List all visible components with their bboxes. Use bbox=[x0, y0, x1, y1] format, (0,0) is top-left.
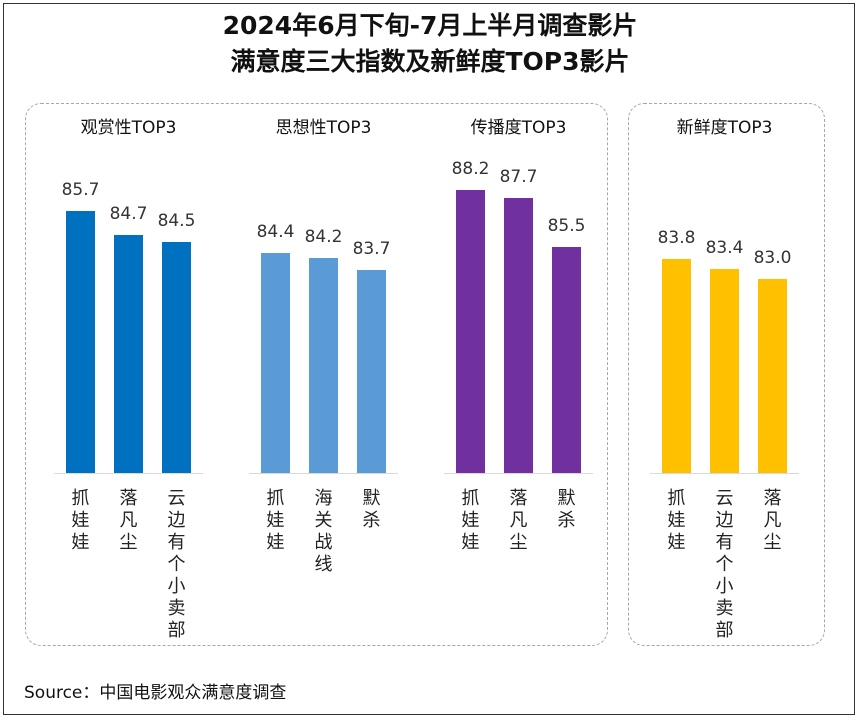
category-label: 凡 bbox=[764, 510, 782, 531]
category-label: 娃 bbox=[267, 532, 285, 553]
category-label: 抓 bbox=[267, 488, 285, 509]
category-label: 线 bbox=[315, 554, 333, 575]
bar bbox=[456, 190, 485, 473]
category-label: 娃 bbox=[462, 532, 480, 553]
category-label: 小 bbox=[716, 576, 734, 597]
category-label: 关 bbox=[315, 510, 333, 531]
panel-title: 思想性TOP3 bbox=[276, 118, 372, 138]
figure-frame bbox=[3, 3, 855, 715]
data-label: 83.8 bbox=[658, 228, 696, 248]
category-label: 抓 bbox=[462, 488, 480, 509]
bar bbox=[162, 242, 191, 473]
category-label: 云 bbox=[716, 488, 734, 509]
panel-title: 新鲜度TOP3 bbox=[677, 118, 773, 138]
category-label: 默 bbox=[363, 488, 381, 509]
bar bbox=[261, 253, 290, 473]
category-label: 凡 bbox=[120, 510, 138, 531]
category-label: 边 bbox=[168, 510, 186, 531]
data-label: 83.0 bbox=[754, 248, 792, 268]
bar bbox=[357, 270, 386, 473]
category-label: 娃 bbox=[267, 510, 285, 531]
bar bbox=[309, 258, 338, 473]
category-label: 凡 bbox=[510, 510, 528, 531]
bar bbox=[114, 235, 143, 473]
category-label: 默 bbox=[558, 488, 576, 509]
bar bbox=[504, 198, 533, 473]
chart-title-line2: 满意度三大指数及新鲜度TOP3影片 bbox=[230, 47, 630, 76]
category-label: 部 bbox=[168, 620, 186, 641]
data-label: 88.2 bbox=[452, 159, 490, 179]
data-label: 84.2 bbox=[305, 227, 343, 247]
category-label: 个 bbox=[168, 554, 186, 575]
category-label: 杀 bbox=[558, 510, 576, 531]
bar bbox=[662, 259, 691, 473]
freshness-group-box bbox=[628, 103, 825, 646]
category-label: 娃 bbox=[72, 532, 90, 553]
category-label: 抓 bbox=[72, 488, 90, 509]
category-label: 娃 bbox=[72, 510, 90, 531]
data-label: 84.5 bbox=[158, 211, 196, 231]
category-label: 尘 bbox=[120, 532, 138, 553]
category-label: 小 bbox=[168, 576, 186, 597]
category-label: 云 bbox=[168, 488, 186, 509]
category-label: 尘 bbox=[764, 532, 782, 553]
category-label: 娃 bbox=[668, 510, 686, 531]
data-label: 85.5 bbox=[548, 216, 586, 236]
category-label: 海 bbox=[315, 488, 333, 509]
category-label: 战 bbox=[315, 532, 333, 553]
category-label: 边 bbox=[716, 510, 734, 531]
category-label: 落 bbox=[510, 488, 528, 509]
source-note: Source：中国电影观众满意度调查 bbox=[24, 683, 287, 703]
panel-title: 观赏性TOP3 bbox=[81, 118, 177, 138]
category-label: 尘 bbox=[510, 532, 528, 553]
bar bbox=[66, 211, 95, 473]
category-label: 抓 bbox=[668, 488, 686, 509]
bar bbox=[758, 279, 787, 473]
bar bbox=[710, 269, 739, 473]
index-group-box bbox=[25, 103, 608, 646]
category-label: 娃 bbox=[668, 532, 686, 553]
category-label: 杀 bbox=[363, 510, 381, 531]
bar bbox=[552, 247, 581, 473]
chart-title-line1: 2024年6月下旬-7月上半月调查影片 bbox=[222, 11, 638, 40]
category-label: 个 bbox=[716, 554, 734, 575]
data-label: 83.7 bbox=[353, 239, 391, 259]
data-label: 83.4 bbox=[706, 238, 744, 258]
category-label: 有 bbox=[716, 532, 734, 553]
category-label: 卖 bbox=[716, 598, 734, 619]
category-label: 落 bbox=[120, 488, 138, 509]
category-label: 卖 bbox=[168, 598, 186, 619]
category-label: 部 bbox=[716, 620, 734, 641]
category-label: 落 bbox=[764, 488, 782, 509]
data-label: 87.7 bbox=[500, 167, 538, 187]
data-label: 85.7 bbox=[62, 180, 100, 200]
data-label: 84.4 bbox=[257, 222, 295, 242]
category-label: 娃 bbox=[462, 510, 480, 531]
data-label: 84.7 bbox=[110, 204, 148, 224]
panel-title: 传播度TOP3 bbox=[471, 118, 567, 138]
category-label: 有 bbox=[168, 532, 186, 553]
